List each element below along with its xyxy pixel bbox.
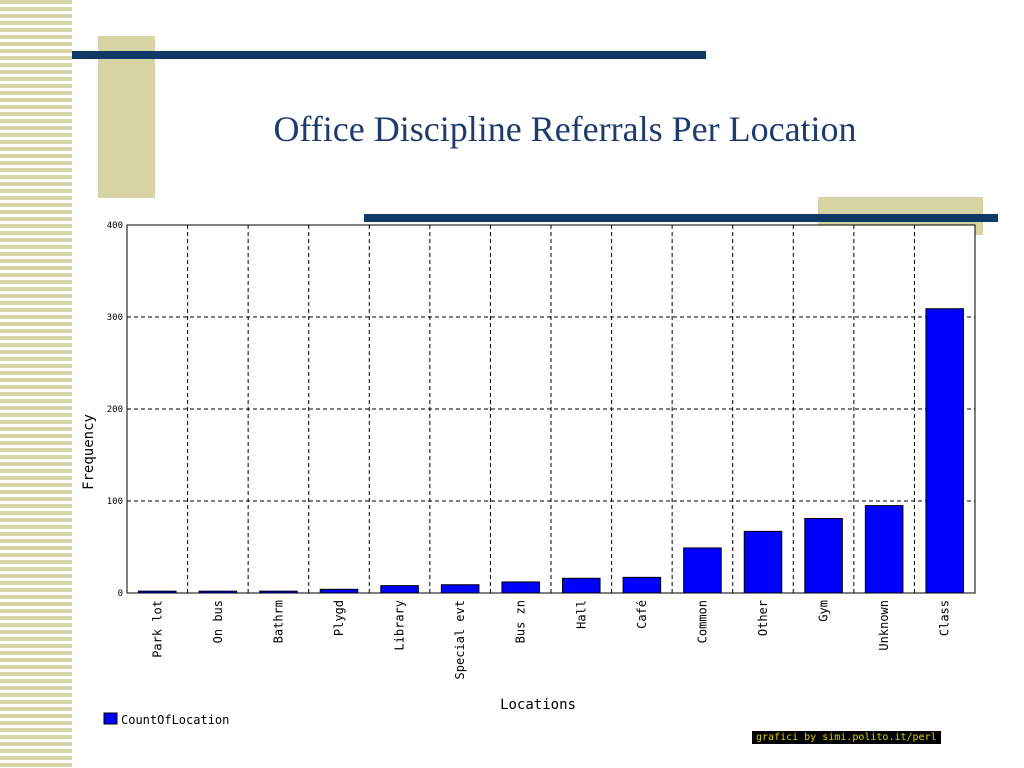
x-axis-label: Locations (500, 697, 576, 713)
x-tick-label: Special evt (453, 600, 467, 679)
x-tick-label: Unknown (877, 600, 891, 651)
x-tick-label: Park lot (150, 600, 164, 658)
bar (440, 584, 480, 594)
x-tick-label: Hall (574, 600, 588, 629)
legend-swatch (103, 712, 118, 725)
bar (743, 530, 783, 594)
khaki-block-left (98, 36, 155, 198)
credit-badge: grafici by simi.polito.it/perl (752, 731, 941, 744)
y-tick-label: 0 (118, 589, 123, 599)
legend-label: CountOfLocation (121, 713, 229, 727)
bar (622, 576, 662, 594)
x-tick-label: Other (756, 600, 770, 636)
x-tick-label: Class (938, 600, 952, 636)
bar (804, 517, 843, 594)
slide-title: Office Discipline Referrals Per Location (273, 109, 857, 149)
bar (683, 547, 722, 594)
bar (380, 585, 419, 594)
bars-group (138, 308, 964, 594)
x-tick-label: Gym (817, 600, 831, 622)
left-stripe-decoration (0, 0, 72, 768)
x-tick-label: Library (393, 600, 407, 651)
x-tick-label: Common (695, 600, 709, 643)
x-tick-label: Café (635, 600, 649, 629)
grid-lines (127, 225, 975, 593)
y-tick-label: 200 (107, 405, 123, 415)
y-tick-label: 400 (107, 221, 123, 231)
plot-frame (126, 224, 976, 594)
x-tick-label: Bus zn (514, 600, 528, 643)
y-tick-label: 300 (107, 313, 123, 323)
navy-rule-middle (364, 214, 998, 222)
x-tick-label: Plygd (332, 600, 346, 636)
x-tick-label: On bus (211, 600, 225, 643)
navy-rule-top (72, 51, 706, 59)
bar (925, 308, 964, 594)
bar (501, 581, 540, 594)
y-axis-label: Frequency (81, 414, 97, 490)
y-tick-label: 100 (107, 497, 123, 507)
legend: CountOfLocation (103, 712, 229, 727)
bar (319, 588, 359, 594)
bar (562, 577, 601, 594)
x-tick-labels: Park lot On bus Bathrm Plygd Library Special … (150, 600, 951, 679)
bar (864, 505, 904, 594)
x-tick-label: Bathrm (271, 600, 285, 643)
y-tick-labels: 0 100 200 300 400 (107, 221, 123, 599)
